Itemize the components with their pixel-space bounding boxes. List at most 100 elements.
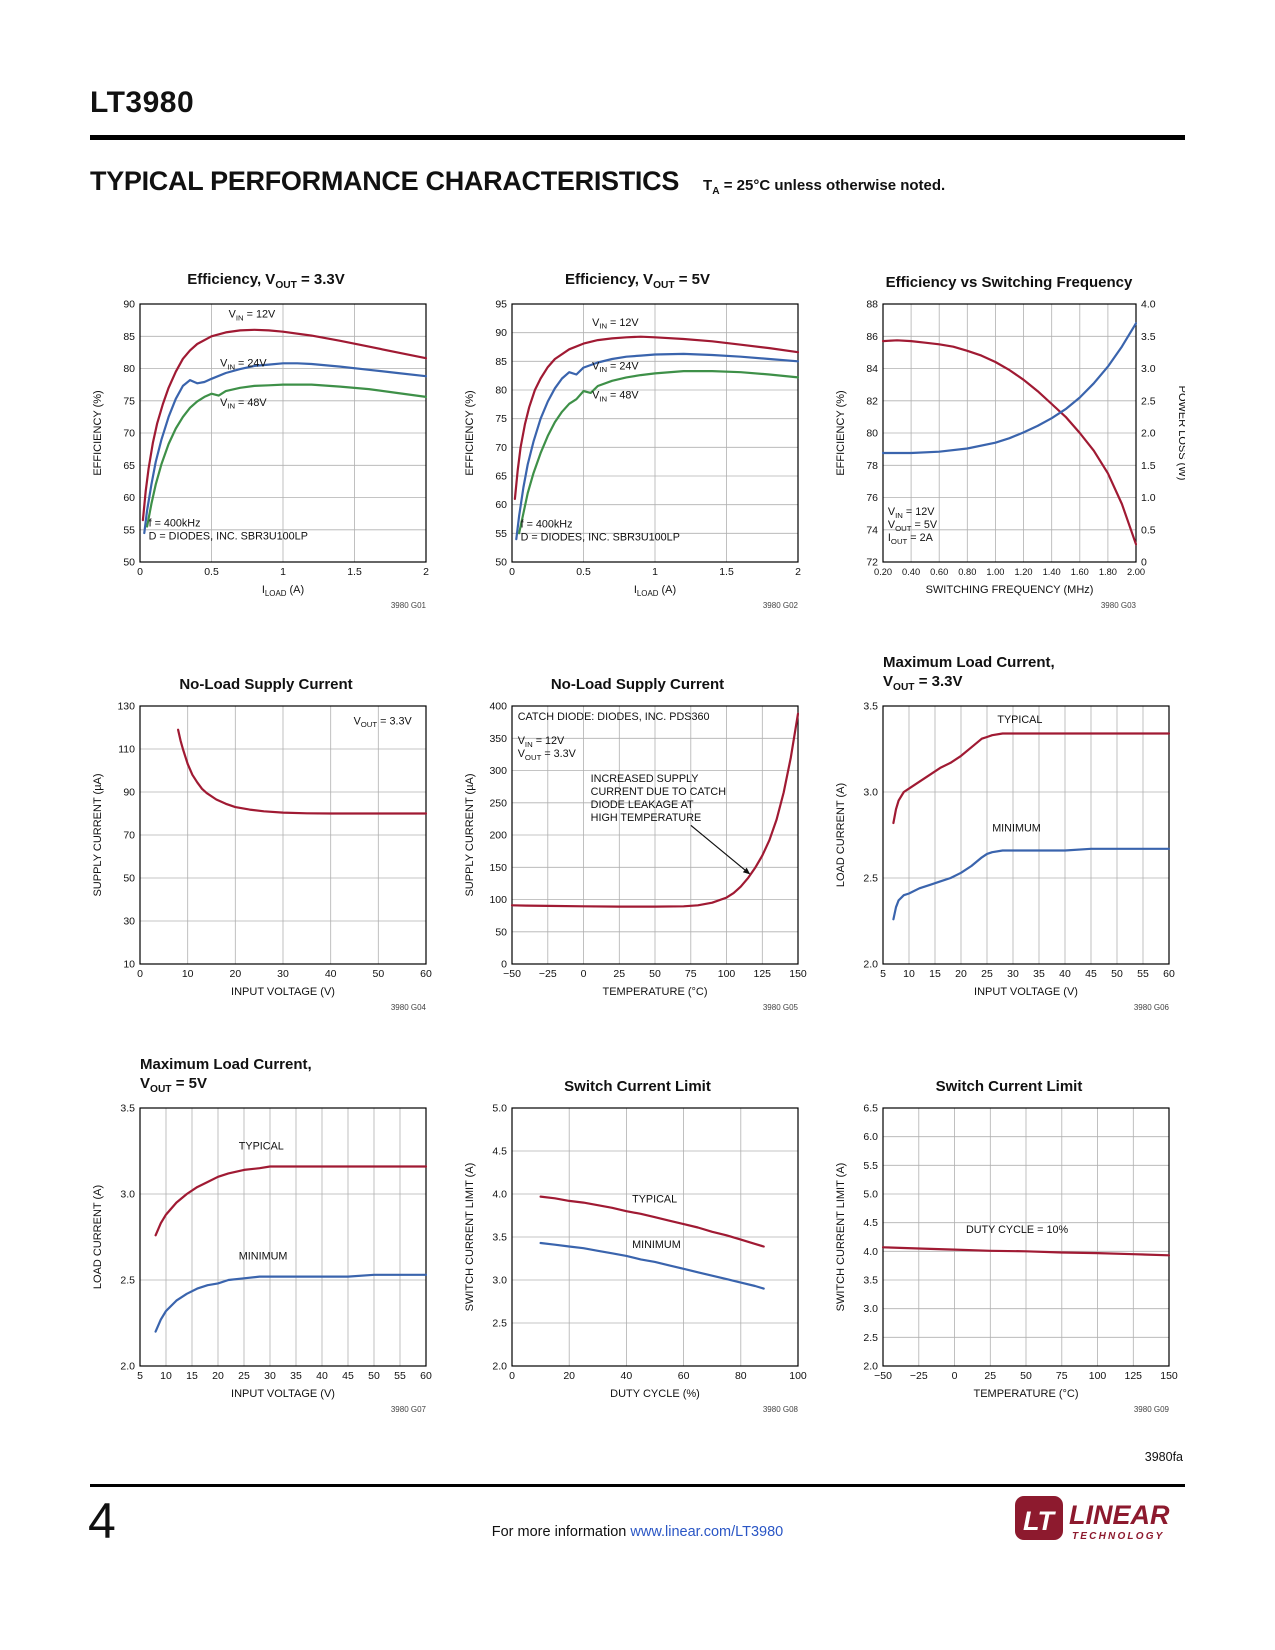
- x-tick-label: 1.60: [1071, 567, 1089, 577]
- y-axis-label: EFFICIENCY (%): [464, 390, 476, 475]
- plot-annotation: f = 400kHz: [520, 518, 572, 530]
- header-rule: [90, 135, 1185, 140]
- chart-switch-current-limit-vs-duty-cycle: Switch Current Limit 0 20 40 60 80 100 2.0 2.5 3…: [462, 1053, 814, 1415]
- plot-annotation: INCREASED SUPPLY: [590, 773, 698, 785]
- y-tick-label: 90: [123, 786, 135, 798]
- footer-info: For more information www.linear.com/LT39…: [0, 1524, 1275, 1540]
- y-tick-label: 3.0: [120, 1188, 135, 1200]
- y2-axis-label: POWER LOSS (W): [1176, 385, 1185, 480]
- plot-annotation: CURRENT DUE TO CATCH: [590, 786, 725, 798]
- chart-title: Efficiency vs Switching Frequency: [885, 273, 1133, 291]
- x-tick-label: 45: [1085, 968, 1097, 980]
- x-tick-label: 1.5: [347, 566, 362, 578]
- plot-annotation: VOUT = 3.3V: [354, 715, 413, 729]
- x-tick-label: 0: [509, 566, 515, 578]
- y-tick-label: 4.5: [492, 1145, 507, 1157]
- y-tick-label: 3.5: [492, 1231, 507, 1243]
- x-tick-label: 125: [753, 968, 771, 980]
- footer-link[interactable]: www.linear.com/LT3980: [630, 1524, 784, 1540]
- y-tick-label: 50: [123, 556, 135, 568]
- x-tick-label: 25: [238, 1370, 250, 1382]
- x-tick-label: 50: [368, 1370, 380, 1382]
- y-tick-label: 2.5: [120, 1274, 135, 1286]
- y-axis-label: EFFICIENCY (%): [92, 390, 104, 475]
- series-minimum: [154, 1273, 427, 1333]
- plot-annotation: DIODE LEAKAGE AT: [590, 799, 693, 811]
- y-tick-label: 84: [866, 363, 878, 375]
- x-tick-label: −50: [874, 1370, 892, 1382]
- y-tick-label: 65: [123, 459, 135, 471]
- y-tick-label: 50: [495, 926, 507, 938]
- y-tick-label: 95: [495, 298, 507, 310]
- plot-annotation: MINIMUM: [992, 822, 1041, 834]
- x-tick-label: 1.40: [1043, 567, 1061, 577]
- y-tick-label: 85: [495, 355, 507, 367]
- y-tick-label: 400: [489, 700, 507, 712]
- y-tick-label: 90: [495, 327, 507, 339]
- plot-annotation: VIN = 48V: [592, 389, 639, 403]
- x-tick-label: 125: [1124, 1370, 1142, 1382]
- x-tick-label: 0.5: [576, 566, 591, 578]
- plot-annotation: MINIMUM: [239, 1250, 288, 1262]
- y-tick-label: 88: [866, 298, 878, 310]
- plot-annotation: CATCH DIODE: DIODES, INC. PDS360: [517, 711, 709, 723]
- y2-tick-label: 3.0: [1141, 363, 1156, 375]
- chart-plot: 0 0.5 1 1.5 2 50 55 60 65 70 75 80 85 90 ILOAD (A) EFFI…: [92, 298, 429, 610]
- x-tick-label: 60: [420, 1370, 432, 1382]
- section-note: TA = 25°C unless otherwise noted.: [703, 176, 946, 197]
- chart-efficiency-vout-5v: Efficiency, VOUT = 5V 0 0.5 1 1.5 2 50 55 60 65 7…: [462, 249, 814, 611]
- chart-title: Switch Current Limit: [564, 1077, 711, 1095]
- x-tick-label: 25: [981, 968, 993, 980]
- chart-code: 3980 G04: [391, 1003, 427, 1012]
- x-tick-label: 20: [212, 1370, 224, 1382]
- x-tick-label: 40: [1059, 968, 1071, 980]
- plot-annotation: VIN = 12V: [592, 316, 639, 330]
- x-axis-label: SWITCHING FREQUENCY (MHz): [926, 584, 1094, 596]
- section-header: TYPICAL PERFORMANCE CHARACTERISTICS TA =…: [90, 166, 1185, 197]
- x-axis-label: INPUT VOLTAGE (V): [974, 986, 1078, 998]
- y-tick-label: 90: [123, 298, 135, 310]
- x-tick-label: 0: [509, 1370, 515, 1382]
- y-tick-label: 6.0: [863, 1131, 878, 1143]
- chart-code: 3980 G07: [391, 1405, 427, 1414]
- x-tick-label: 1: [652, 566, 658, 578]
- plot-annotation: DUTY CYCLE = 10%: [966, 1223, 1069, 1235]
- y-axis-label: SWITCH CURRENT LIMIT (A): [835, 1162, 847, 1311]
- chart-title: Maximum Load Current, VOUT = 3.3V: [883, 654, 1055, 693]
- y-tick-label: 2.5: [863, 1331, 878, 1343]
- x-tick-label: 1.5: [719, 566, 734, 578]
- y-tick-label: 3.0: [492, 1274, 507, 1286]
- x-tick-label: 25: [984, 1370, 996, 1382]
- charts-grid: Efficiency, VOUT = 3.3V 0 0.5 1 1.5 2 50 55 60 6…: [90, 249, 1185, 1415]
- x-tick-label: 35: [290, 1370, 302, 1382]
- y-tick-label: 5.0: [492, 1102, 507, 1114]
- plot-annotation: IOUT = 2A: [888, 532, 934, 546]
- x-tick-label: 2: [423, 566, 429, 578]
- x-axis-label: TEMPERATURE (°C): [602, 986, 707, 998]
- x-axis-label: INPUT VOLTAGE (V): [231, 1388, 335, 1400]
- y-tick-label: 3.0: [863, 1303, 878, 1315]
- x-tick-label: 50: [1111, 968, 1123, 980]
- x-tick-label: −50: [503, 968, 521, 980]
- chart-plot: 5 10 15 20 25 30 35 40 45 50 55 60 2.0 2.5 3.0 3.5 INPUT…: [92, 1102, 432, 1414]
- x-axis-label: TEMPERATURE (°C): [973, 1388, 1078, 1400]
- x-tick-label: 30: [264, 1370, 276, 1382]
- x-tick-label: 0.40: [902, 567, 920, 577]
- chart-code: 3980 G02: [762, 601, 798, 610]
- y2-tick-label: 2.0: [1141, 427, 1156, 439]
- y-axis-label: SWITCH CURRENT LIMIT (A): [464, 1162, 476, 1311]
- y-axis-label: EFFICIENCY (%): [835, 390, 847, 475]
- y-tick-label: 5.0: [863, 1188, 878, 1200]
- x-tick-label: 0: [137, 566, 143, 578]
- x-tick-label: 20: [563, 1370, 575, 1382]
- x-tick-label: 40: [620, 1370, 632, 1382]
- y-tick-label: 10: [123, 958, 135, 970]
- y-tick-label: 50: [495, 556, 507, 568]
- plot-annotation: VIN = 12V: [888, 506, 935, 520]
- chart-plot: 0.20 0.40 0.60 0.80 1.00 1.20 1.40 1.60 1.80 2.00…: [835, 298, 1185, 610]
- chart-efficiency-vs-switching-frequency: Efficiency vs Switching Frequency 0.20 0.…: [833, 249, 1185, 611]
- series-duty-cycle-10-: [882, 1245, 1170, 1256]
- plot-annotation: MINIMUM: [632, 1239, 681, 1251]
- x-tick-label: 0: [952, 1370, 958, 1382]
